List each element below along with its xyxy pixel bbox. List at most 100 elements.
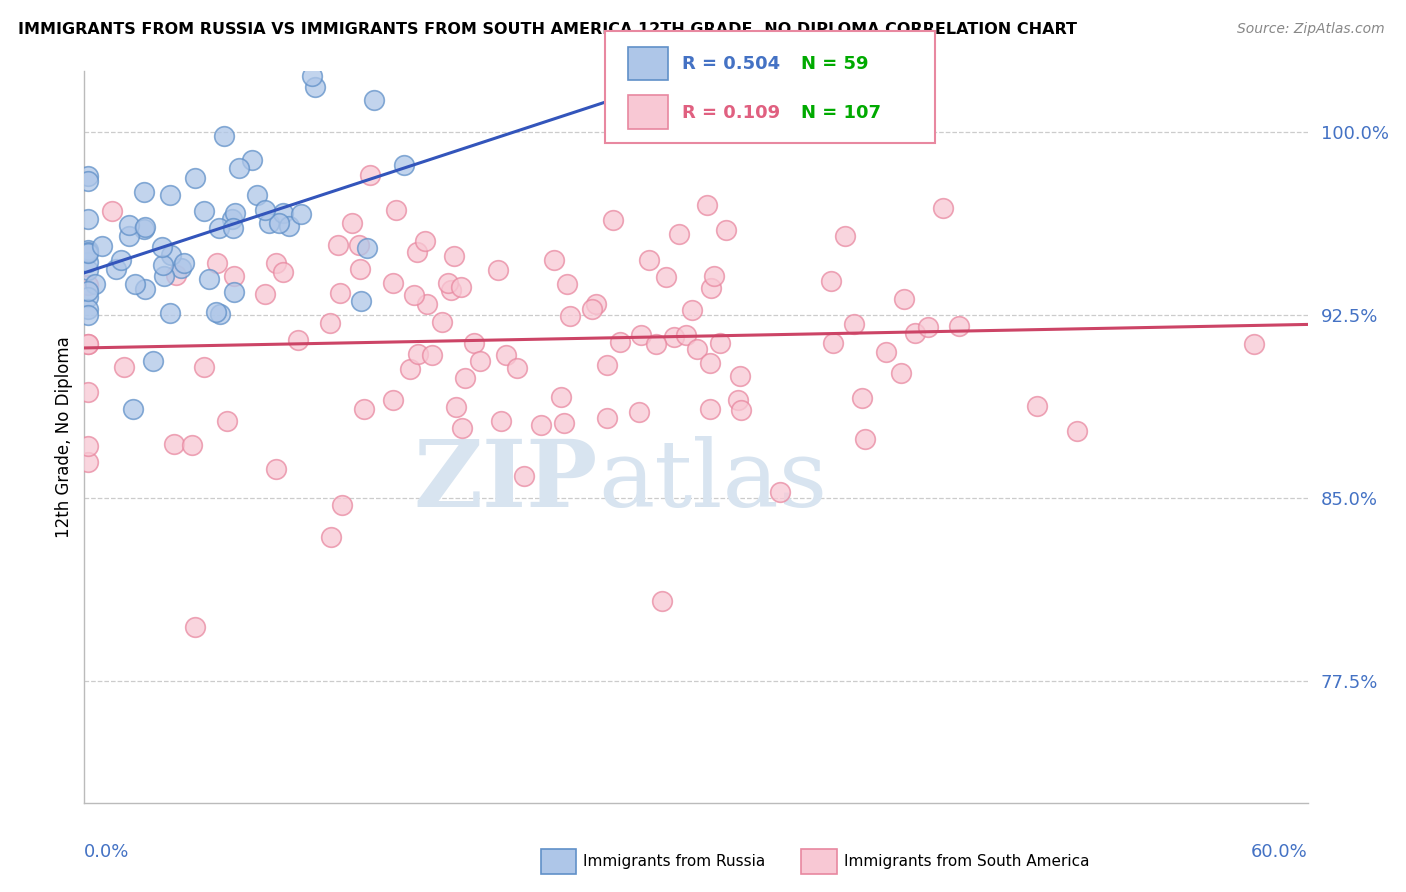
Text: R = 0.109: R = 0.109 bbox=[682, 103, 780, 121]
Point bbox=[228, 161, 250, 175]
Point bbox=[173, 256, 195, 270]
Point bbox=[222, 269, 245, 284]
Point bbox=[152, 258, 174, 272]
Point bbox=[122, 401, 145, 416]
Point bbox=[696, 198, 718, 212]
Point bbox=[349, 262, 371, 277]
Point bbox=[132, 185, 155, 199]
Point bbox=[463, 336, 485, 351]
Point bbox=[637, 253, 659, 268]
Point bbox=[385, 203, 408, 218]
Point bbox=[550, 390, 572, 404]
Point bbox=[77, 455, 100, 469]
Point bbox=[820, 275, 842, 289]
Point bbox=[257, 216, 280, 230]
Point bbox=[655, 269, 678, 284]
Point bbox=[440, 283, 463, 297]
Point bbox=[77, 212, 100, 227]
Point bbox=[728, 368, 751, 383]
Point bbox=[221, 211, 243, 226]
Point bbox=[443, 249, 465, 263]
Point bbox=[152, 268, 174, 283]
Point bbox=[853, 432, 876, 446]
Point bbox=[627, 405, 650, 419]
Point bbox=[486, 263, 509, 277]
Point bbox=[356, 241, 378, 255]
Point bbox=[451, 421, 474, 435]
Point bbox=[160, 248, 183, 262]
Point bbox=[468, 354, 491, 368]
Point bbox=[264, 462, 287, 476]
Point bbox=[319, 530, 342, 544]
Point bbox=[77, 245, 100, 260]
Point bbox=[560, 309, 582, 323]
Point bbox=[851, 391, 873, 405]
Point bbox=[170, 260, 193, 275]
Point bbox=[392, 158, 415, 172]
Point bbox=[329, 286, 352, 301]
Point bbox=[363, 94, 385, 108]
Point bbox=[903, 326, 925, 341]
Point bbox=[104, 262, 127, 277]
Point bbox=[124, 277, 146, 291]
Point bbox=[893, 293, 915, 307]
Point bbox=[444, 401, 467, 415]
Point bbox=[555, 277, 578, 291]
Point bbox=[77, 302, 100, 317]
Point bbox=[207, 256, 229, 270]
Point bbox=[530, 417, 553, 432]
Point bbox=[1026, 399, 1049, 413]
Point bbox=[406, 347, 429, 361]
Point bbox=[399, 362, 422, 376]
Point bbox=[159, 306, 181, 320]
Text: Immigrants from Russia: Immigrants from Russia bbox=[583, 855, 766, 869]
Point bbox=[134, 219, 156, 234]
Point bbox=[890, 366, 912, 380]
Point bbox=[254, 286, 277, 301]
Point bbox=[271, 265, 294, 279]
Point bbox=[553, 416, 575, 430]
Text: Source: ZipAtlas.com: Source: ZipAtlas.com bbox=[1237, 22, 1385, 37]
Point bbox=[453, 371, 475, 385]
Point bbox=[1243, 337, 1265, 351]
Point bbox=[596, 358, 619, 372]
Point bbox=[290, 207, 312, 221]
Point bbox=[834, 229, 856, 244]
Point bbox=[77, 385, 100, 400]
Point bbox=[489, 413, 512, 427]
Point bbox=[208, 307, 231, 321]
Point bbox=[77, 278, 100, 293]
Point bbox=[932, 201, 955, 215]
Text: IMMIGRANTS FROM RUSSIA VS IMMIGRANTS FROM SOUTH AMERICA 12TH GRADE, NO DIPLOMA C: IMMIGRANTS FROM RUSSIA VS IMMIGRANTS FRO… bbox=[18, 22, 1077, 37]
Point bbox=[703, 269, 725, 284]
Point bbox=[714, 223, 737, 237]
Point bbox=[748, 96, 770, 111]
Point bbox=[264, 256, 287, 270]
Point bbox=[222, 221, 245, 235]
Point bbox=[382, 392, 405, 407]
Text: Immigrants from South America: Immigrants from South America bbox=[844, 855, 1090, 869]
Point bbox=[77, 245, 100, 260]
Point bbox=[304, 80, 326, 95]
Point bbox=[159, 187, 181, 202]
Point bbox=[77, 174, 100, 188]
Point bbox=[699, 356, 721, 370]
Point bbox=[118, 229, 141, 244]
Point bbox=[437, 276, 460, 290]
Text: atlas: atlas bbox=[598, 436, 827, 526]
Point bbox=[543, 252, 565, 267]
Point bbox=[340, 216, 363, 230]
Point bbox=[686, 342, 709, 356]
Point bbox=[180, 438, 202, 452]
Point bbox=[77, 337, 100, 351]
Point bbox=[83, 277, 105, 291]
Point bbox=[204, 305, 226, 319]
Text: R = 0.504: R = 0.504 bbox=[682, 55, 780, 73]
Point bbox=[769, 484, 792, 499]
Point bbox=[413, 234, 436, 248]
Point bbox=[198, 271, 221, 285]
Point bbox=[630, 328, 652, 343]
Text: N = 107: N = 107 bbox=[801, 103, 882, 121]
Point bbox=[699, 402, 721, 417]
Point bbox=[948, 319, 970, 334]
